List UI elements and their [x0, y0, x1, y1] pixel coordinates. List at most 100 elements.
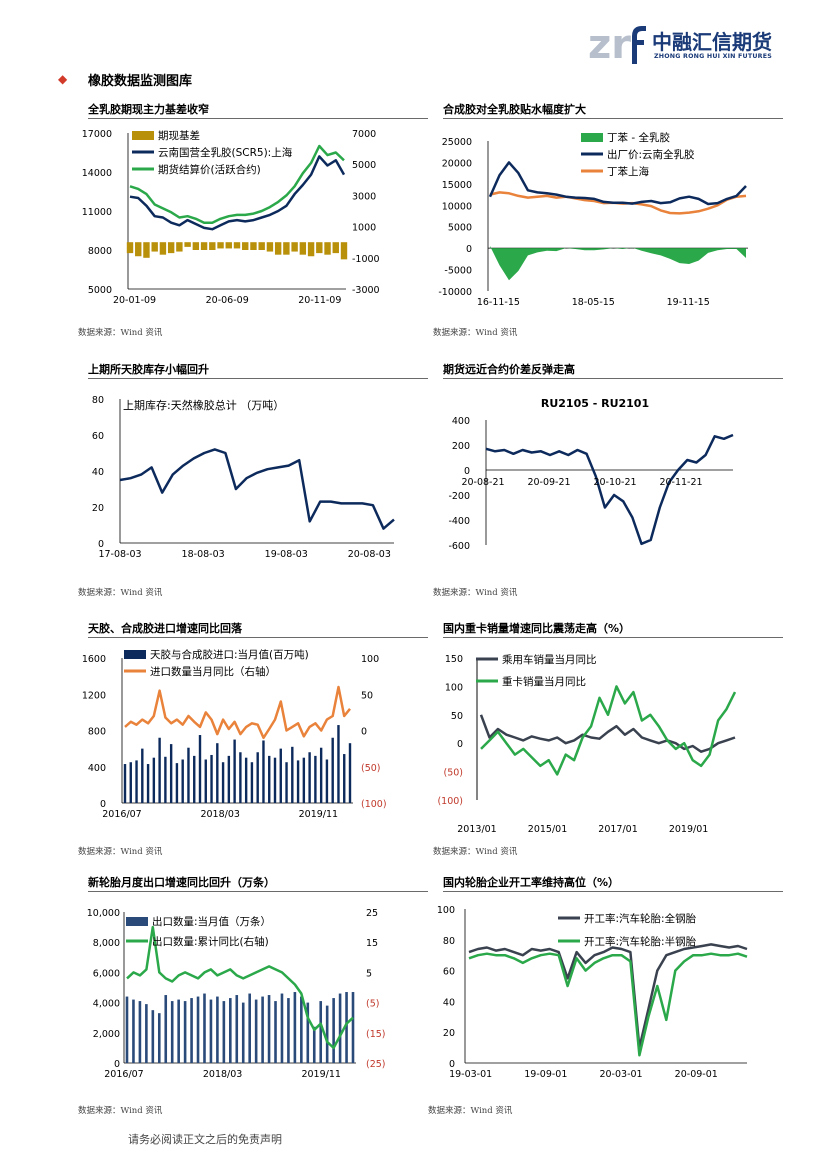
import-bar — [268, 755, 271, 803]
import-bar — [239, 752, 242, 803]
export-bar — [196, 996, 200, 1063]
basis-bar — [250, 242, 257, 250]
basis-bar — [143, 242, 150, 258]
y-tick-label: 25000 — [442, 137, 472, 148]
import-bar — [221, 762, 225, 803]
x-tick-label: 20-06-09 — [206, 295, 249, 306]
basis-bar — [151, 242, 158, 252]
legend-label: 乘用车销量当月同比 — [502, 653, 597, 666]
export-bar — [125, 996, 129, 1063]
y-tick-label: -10000 — [438, 287, 472, 298]
import-bar — [343, 754, 346, 803]
export-bar — [280, 993, 284, 1063]
y-tick-label-right: 25 — [366, 908, 378, 919]
x-tick-label: 20-11-09 — [298, 295, 341, 306]
export-bar — [164, 995, 168, 1063]
y-tick-label: 8000 — [88, 246, 112, 257]
y-tick-label: 50 — [451, 711, 463, 722]
y-tick-label-right: 100 — [361, 654, 379, 665]
y-tick-label: 400 — [452, 416, 470, 427]
export-bar — [138, 1001, 142, 1063]
legend-swatch — [124, 650, 146, 659]
disclaimer: 请务必阅读正文之后的免责声明 — [128, 1133, 282, 1146]
chart-panel-sbr: 合成胶对全乳胶贴水幅度扩大 25000 20000 15000 10000 5000 0 -… — [438, 101, 783, 351]
x-tick-label: 20-08-03 — [348, 549, 391, 560]
company-name-en: ZHONG RONG HUI XIN FUTURES — [654, 53, 772, 60]
y-tick-label-right: (15) — [366, 1029, 386, 1040]
y-tick-label: 10,000 — [87, 908, 120, 919]
x-tick-label: 19-03-01 — [449, 1069, 492, 1080]
basis-bar — [291, 242, 298, 252]
import-bar — [291, 746, 294, 803]
legend-label: 期现基差 — [158, 129, 200, 142]
basis-bar — [233, 242, 241, 249]
import-bar — [302, 757, 306, 803]
source-note: 数据来源：Wind 资讯 — [428, 1106, 513, 1116]
y-tick-label: 100 — [437, 905, 455, 916]
basis-bar — [283, 242, 290, 255]
export-bar — [306, 1002, 310, 1063]
export-bar — [267, 995, 271, 1063]
y-tick-label: 200 — [452, 441, 470, 452]
y-tick-label: 0 — [98, 539, 104, 550]
import-bar — [123, 764, 127, 803]
y-tick-label-right: 1000 — [352, 223, 376, 234]
y-tick-label: 8,000 — [93, 938, 120, 949]
chart-panel-operating-rate: 国内轮胎企业开工率维持高位（%） 100 80 60 40 20 0 19-03-01 19-… — [437, 874, 783, 1124]
import-bar — [279, 748, 282, 803]
y-tick-label: 4,000 — [93, 999, 120, 1010]
chart-title: 全乳胶期现主力基差收窄 — [88, 103, 209, 116]
chart-panel-basis: 全乳胶期现主力基差收窄 17000 14000 11000 8000 5000 7000 5… — [82, 101, 428, 351]
source-note: 数据来源：Wind 资讯 — [433, 588, 518, 598]
chart-title: 新轮胎月度出口增速同比回升（万条） — [88, 876, 275, 889]
y-tick-label: 20000 — [442, 158, 472, 169]
x-tick-label: 2018/03 — [200, 809, 239, 820]
import-bar — [256, 752, 259, 803]
source-note: 数据来源：Wind 资讯 — [433, 847, 518, 857]
y-tick-label: 0 — [100, 799, 106, 810]
import-bar — [273, 757, 277, 803]
title-rule — [443, 118, 783, 119]
chart-inventory: 80 60 40 20 017-08-03 18-08-03 19-08-03 20-08-0… — [92, 395, 395, 560]
export-bar — [170, 1001, 174, 1063]
x-tick-label: 20-10-21 — [593, 477, 636, 488]
chart-title: 国内重卡销量增速同比震荡走高（%） — [443, 622, 631, 635]
y-tick-label: 14000 — [82, 168, 112, 179]
legend-swatch — [581, 133, 603, 142]
import-bar — [146, 764, 150, 803]
title-rule — [88, 891, 428, 892]
y-tick-label: 20 — [443, 1028, 455, 1039]
basis-bar — [126, 242, 134, 254]
diamond-icon: ◆ — [58, 72, 68, 86]
legend-label: 开工率:汽车轮胎:半钢胎 — [584, 935, 697, 948]
x-tick-label: 2019/11 — [299, 809, 338, 820]
y-tick-label: 11000 — [82, 207, 112, 218]
basis-bar — [217, 242, 224, 249]
y-tick-label-right: (100) — [361, 799, 387, 810]
y-tick-label: 60 — [443, 967, 455, 978]
chart-title: 合成胶对全乳胶贴水幅度扩大 — [443, 103, 586, 116]
legend-label: 出厂价:云南全乳胶 — [607, 148, 695, 161]
basis-bar — [316, 242, 323, 254]
y-tick-label: 40 — [92, 467, 104, 478]
chart-title: 期货远近合约价差反弹走高 — [443, 363, 575, 376]
basis-bar — [159, 242, 167, 255]
y-tick-label: (100) — [437, 796, 463, 807]
company-name: 中融汇信期货 — [652, 30, 772, 54]
export-bar — [145, 1004, 148, 1063]
x-tick-label: 2017/01 — [598, 824, 637, 835]
x-tick-label: 18-08-03 — [182, 549, 225, 560]
x-tick-label: 2018/03 — [203, 1069, 242, 1080]
title-rule — [443, 891, 783, 892]
series-line-futures — [129, 144, 345, 224]
y-tick-label-right: 5 — [366, 968, 372, 979]
title-rule — [443, 378, 783, 379]
legend-label: 重卡销量当月同比 — [502, 675, 586, 688]
chart-truck-sales: 150 100 50 0 (50) (100) 2013/01 2015/01 2017/01 2… — [437, 653, 737, 835]
y-tick-label: 1600 — [82, 654, 106, 665]
basis-bar — [299, 242, 307, 255]
y-tick-label: 100 — [445, 682, 463, 693]
export-bar — [183, 1001, 187, 1063]
x-tick-label: 2016/07 — [102, 809, 141, 820]
import-bar — [175, 763, 179, 803]
